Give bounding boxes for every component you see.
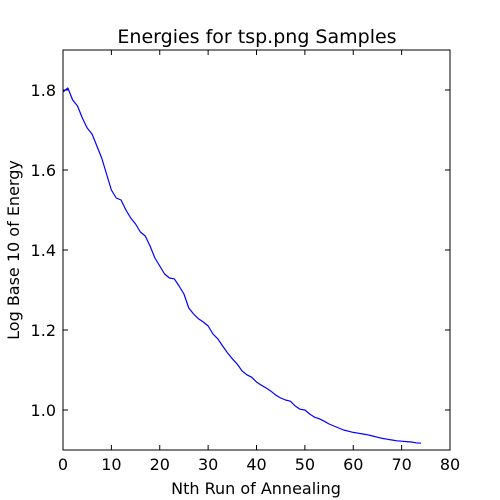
data-series: [62, 87, 422, 444]
x-tick-label: 50: [295, 455, 315, 474]
x-tick-label: 10: [101, 455, 121, 474]
x-tick-label: 80: [440, 455, 460, 474]
x-tick-label: 20: [150, 455, 170, 474]
y-tick-label: 1.4: [31, 241, 56, 260]
x-tick-label: 0: [58, 455, 68, 474]
axis-ticks: 0 10 20 30 40 50 60 70 80 1.0 1.2 1.4 1.6 1.8: [31, 50, 460, 474]
plot-frame: [62, 49, 451, 451]
y-axis-label: Log Base 10 of Energy: [4, 160, 23, 340]
y-tick-label: 1.0: [31, 401, 56, 420]
x-tick-label: 70: [391, 455, 411, 474]
energy-series-line: [62, 87, 422, 444]
x-axis-label: Nth Run of Annealing: [171, 479, 341, 498]
chart-title: Energies for tsp.png Samples: [117, 26, 396, 48]
y-tick-label: 1.8: [31, 81, 56, 100]
x-tick-label: 40: [246, 455, 266, 474]
x-tick-label: 30: [198, 455, 218, 474]
x-tick-label: 60: [343, 455, 363, 474]
y-tick-label: 1.6: [31, 161, 56, 180]
y-tick-label: 1.2: [31, 321, 56, 340]
